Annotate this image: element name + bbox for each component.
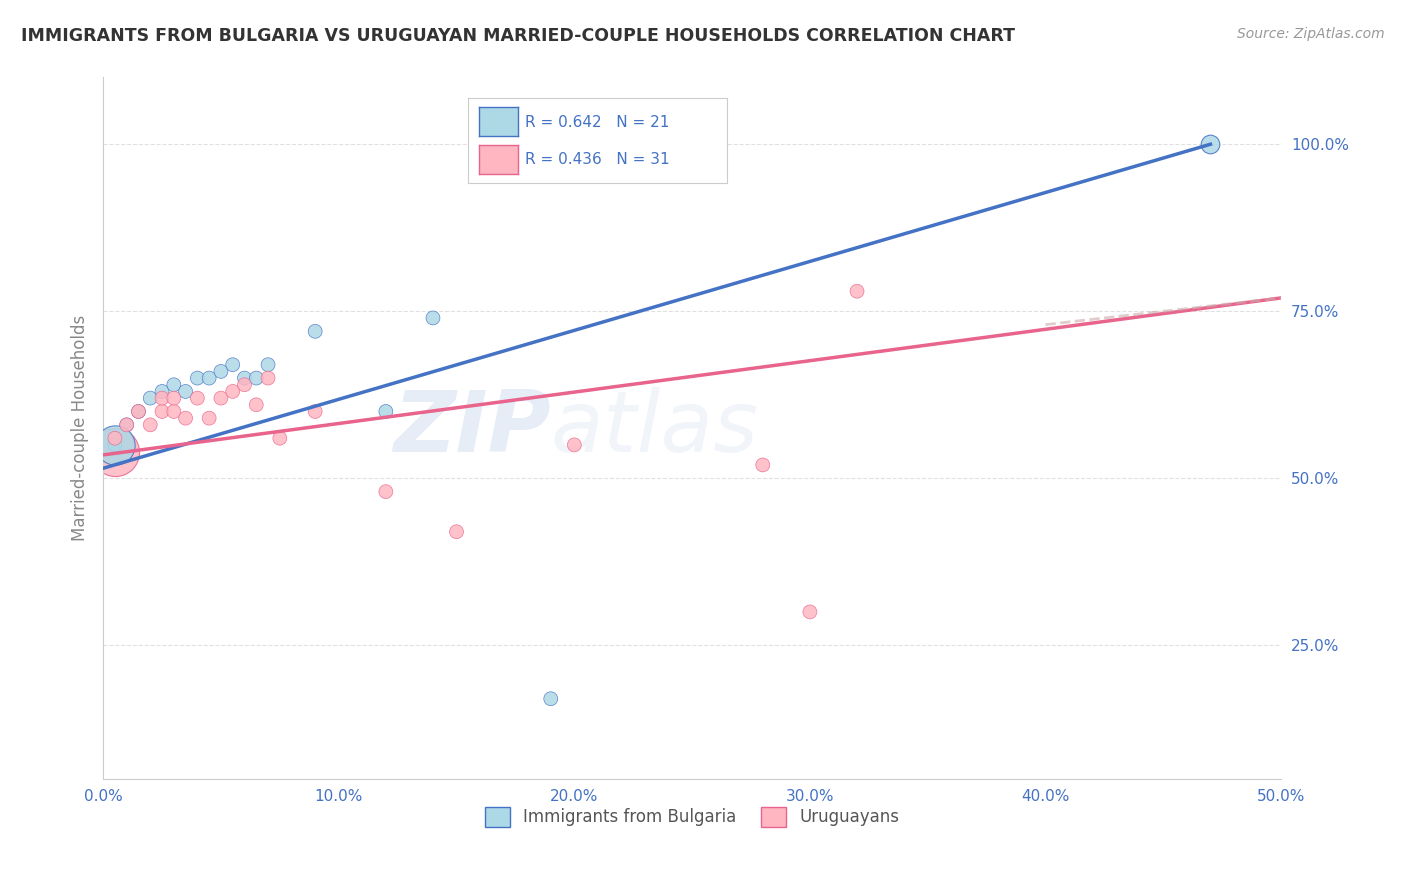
Point [198, 411, 221, 425]
Point [104, 444, 127, 458]
Point [174, 411, 197, 425]
Point [846, 284, 869, 298]
Point [540, 691, 562, 706]
Text: ZIP: ZIP [394, 386, 551, 470]
Point [304, 324, 326, 338]
Point [257, 371, 280, 385]
Point [269, 431, 291, 445]
Point [139, 391, 162, 405]
Point [304, 404, 326, 418]
Point [233, 377, 256, 392]
Point [104, 438, 127, 452]
Point [150, 391, 173, 405]
Text: atlas: atlas [551, 386, 759, 470]
Point [446, 524, 468, 539]
Legend: Immigrants from Bulgaria, Uruguayans: Immigrants from Bulgaria, Uruguayans [478, 800, 907, 834]
Point [198, 371, 221, 385]
Point [799, 605, 821, 619]
Point [115, 417, 138, 432]
Point [163, 404, 186, 418]
Point [150, 404, 173, 418]
Point [233, 371, 256, 385]
Point [115, 417, 138, 432]
Point [222, 358, 245, 372]
Y-axis label: Married-couple Households: Married-couple Households [72, 315, 89, 541]
Point [186, 371, 208, 385]
Point [422, 310, 444, 325]
Point [562, 438, 585, 452]
Point [209, 364, 232, 378]
Point [374, 484, 396, 499]
Point [139, 417, 162, 432]
Point [222, 384, 245, 399]
Point [186, 391, 208, 405]
Point [163, 391, 186, 405]
Point [209, 391, 232, 405]
Point [127, 404, 149, 418]
Point [257, 358, 280, 372]
Point [104, 438, 127, 452]
Text: IMMIGRANTS FROM BULGARIA VS URUGUAYAN MARRIED-COUPLE HOUSEHOLDS CORRELATION CHAR: IMMIGRANTS FROM BULGARIA VS URUGUAYAN MA… [21, 27, 1015, 45]
Point [1199, 137, 1222, 152]
Point [150, 384, 173, 399]
Point [245, 371, 267, 385]
Point [104, 431, 127, 445]
Text: Source: ZipAtlas.com: Source: ZipAtlas.com [1237, 27, 1385, 41]
Point [374, 404, 396, 418]
Point [174, 384, 197, 399]
Point [163, 377, 186, 392]
Point [127, 404, 149, 418]
Point [752, 458, 775, 472]
Point [245, 398, 267, 412]
